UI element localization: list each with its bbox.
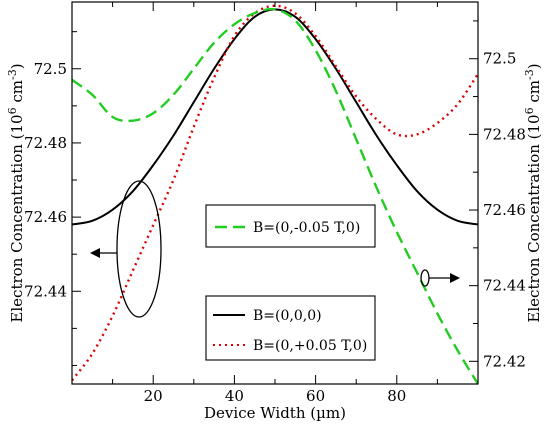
left-indicator-arrow-head <box>90 248 100 258</box>
x-axis-title: Device Width (µm) <box>204 404 346 422</box>
x-tick-label: 60 <box>306 387 325 405</box>
x-tick-label: 20 <box>144 387 163 405</box>
legend-label-green: B=(0,-0.05 T,0) <box>253 220 360 236</box>
right-indicator-ellipse <box>420 269 430 287</box>
series-layer <box>72 4 478 384</box>
left-indicator-ellipse <box>116 180 162 318</box>
y-right-tick-label: 72.5 <box>483 50 516 68</box>
left-axis-indicator <box>90 180 162 318</box>
legend-box-green: B=(0,-0.05 T,0) <box>205 204 376 248</box>
legend-box-black-red: B=(0,0,0) B=(0,+0.05 T,0) <box>205 295 376 361</box>
series-line-0 <box>72 8 478 226</box>
y-right-tick-label: 72.44 <box>483 277 526 295</box>
x-tick-label: 80 <box>387 387 406 405</box>
y-right-tick-label: 72.46 <box>483 201 526 219</box>
y-right-tick-label: 72.42 <box>483 352 526 370</box>
series-line-2 <box>72 4 478 381</box>
y-left-tick-label: 72.44 <box>24 282 67 300</box>
y-left-tick-label: 72.46 <box>24 208 67 226</box>
y-left-tick-label: 72.5 <box>34 60 67 78</box>
series-line-1 <box>72 7 478 384</box>
right-axis-indicator <box>420 269 460 287</box>
tick-labels-layer: 20 40 60 80 72.44 72.46 72.48 72.5 72.42 72.44 72.… <box>24 50 526 405</box>
legend-label-black: B=(0,0,0) <box>253 308 322 324</box>
y-axis-title-right: Electron Concentration (106 cm-3) <box>523 63 543 322</box>
ticks-layer <box>72 2 478 384</box>
legend-box-black-red-frame <box>205 295 376 361</box>
y-left-tick-label: 72.48 <box>24 134 67 152</box>
x-tick-label: 40 <box>225 387 244 405</box>
y-axis-title-left: Electron Concentration (106 cm-3) <box>6 63 26 322</box>
y-right-tick-label: 72.48 <box>483 125 526 143</box>
legend-label-red: B=(0,+0.05 T,0) <box>253 338 367 354</box>
right-indicator-arrow-head <box>450 273 460 283</box>
